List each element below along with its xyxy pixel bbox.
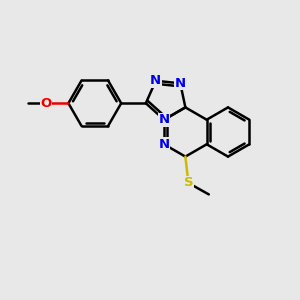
Text: N: N [158,113,169,126]
Text: N: N [150,74,161,87]
Text: N: N [158,138,169,151]
Text: O: O [40,97,52,110]
Text: N: N [175,77,186,90]
Text: S: S [184,176,193,190]
Text: N: N [158,113,169,126]
